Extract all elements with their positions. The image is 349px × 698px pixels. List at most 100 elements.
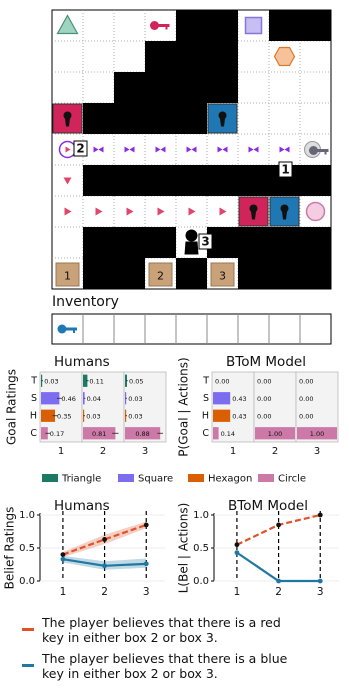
- bar: [83, 374, 88, 387]
- path-arrow: [188, 207, 196, 216]
- inventory-title: Inventory: [52, 294, 119, 310]
- bar: [125, 374, 127, 387]
- wall: [83, 227, 114, 258]
- chart-title: BToM Model: [228, 498, 308, 514]
- x-tick-label: 2: [275, 586, 282, 598]
- value-label: 0.14: [221, 430, 235, 438]
- value-label: 0.17: [50, 430, 64, 438]
- box: [148, 262, 173, 287]
- data-point: [143, 522, 149, 528]
- wall: [114, 165, 145, 196]
- belief-legend: The player believes that there is a red …: [22, 615, 292, 687]
- wall: [83, 258, 114, 289]
- value-label: 0.00: [299, 412, 313, 420]
- data-point: [234, 550, 240, 556]
- value-label: 0.00: [257, 412, 271, 420]
- wall: [300, 258, 331, 289]
- carried-key: [316, 149, 329, 152]
- legend-label: Circle: [278, 474, 306, 485]
- carried-key: [324, 150, 327, 155]
- inventory-blue-key: [57, 324, 67, 334]
- y-tick-label: 0.5: [193, 543, 209, 554]
- wall: [207, 41, 238, 72]
- triangle-goal: [56, 14, 79, 35]
- keyhole: [65, 118, 70, 127]
- bar: [213, 392, 231, 405]
- wall: [300, 165, 331, 196]
- chart-title: Humans: [54, 498, 110, 514]
- y-axis-label: Goal Ratings: [5, 369, 19, 445]
- path-marker: [248, 146, 259, 153]
- value-label: 0.46: [61, 395, 75, 403]
- bar: [41, 392, 60, 405]
- value-label: 0.04: [87, 395, 101, 403]
- path-marker: [186, 146, 197, 153]
- bar: [297, 427, 337, 440]
- value-label: 1.00: [310, 430, 324, 438]
- legend-item: The player believes that there is a blue…: [22, 651, 292, 681]
- keyhole: [218, 111, 227, 120]
- path-marker: [279, 146, 290, 153]
- wall: [269, 227, 300, 258]
- category-label: T: [30, 375, 37, 386]
- value-label: 0.00: [299, 377, 313, 385]
- wall: [145, 41, 176, 72]
- value-label: 0.05: [129, 377, 143, 385]
- step-label: 1: [58, 446, 64, 457]
- bar: [255, 427, 295, 440]
- legend-swatch: [188, 474, 204, 482]
- path-arrow: [126, 207, 134, 216]
- data-point: [317, 578, 323, 584]
- bar: [213, 427, 219, 440]
- data-point: [234, 542, 240, 548]
- keyhole: [249, 204, 258, 213]
- category-label: H: [30, 410, 37, 421]
- path-arrow: [157, 207, 165, 216]
- wall: [145, 165, 176, 196]
- path-arrow: [219, 207, 227, 216]
- wall: [176, 72, 207, 103]
- wall: [176, 258, 207, 289]
- bar: [125, 427, 161, 440]
- category-label: C: [30, 428, 37, 439]
- category-label: H: [202, 410, 209, 421]
- bar: [41, 427, 48, 440]
- wall: [114, 72, 145, 103]
- wall: [300, 227, 331, 258]
- chart-title: Humans: [54, 354, 110, 370]
- legend-label: Triangle: [61, 474, 101, 485]
- y-tick-label: 0.5: [19, 543, 35, 554]
- confidence-band: [62, 555, 147, 570]
- legend-swatch: [22, 628, 34, 631]
- category-label: T: [202, 375, 209, 386]
- agent-step-label: 1: [281, 163, 289, 177]
- wall: [207, 72, 238, 103]
- path-arrow: [63, 177, 72, 185]
- step-label: 3: [142, 446, 148, 457]
- wall: [238, 165, 269, 196]
- wall: [145, 103, 176, 134]
- wall: [207, 10, 238, 41]
- x-tick-label: 1: [234, 586, 241, 598]
- step-label: 1: [230, 446, 236, 457]
- wall: [269, 258, 300, 289]
- data-point: [102, 537, 107, 542]
- agent-body: [184, 241, 199, 255]
- category-label: S: [31, 393, 37, 404]
- value-label: 0.88: [135, 430, 149, 438]
- lock: [269, 196, 300, 227]
- data-point: [60, 556, 66, 562]
- wall: [114, 103, 145, 134]
- value-label: 0.03: [128, 395, 142, 403]
- value-label: 0.03: [86, 412, 100, 420]
- box: [210, 262, 235, 287]
- carried-key: [309, 146, 318, 155]
- agent-head: [185, 229, 198, 242]
- path-arrow: [64, 207, 72, 216]
- x-tick-label: 2: [101, 586, 108, 598]
- wall: [145, 72, 176, 103]
- agent-step-tag: [278, 161, 293, 178]
- series-line: [62, 523, 147, 556]
